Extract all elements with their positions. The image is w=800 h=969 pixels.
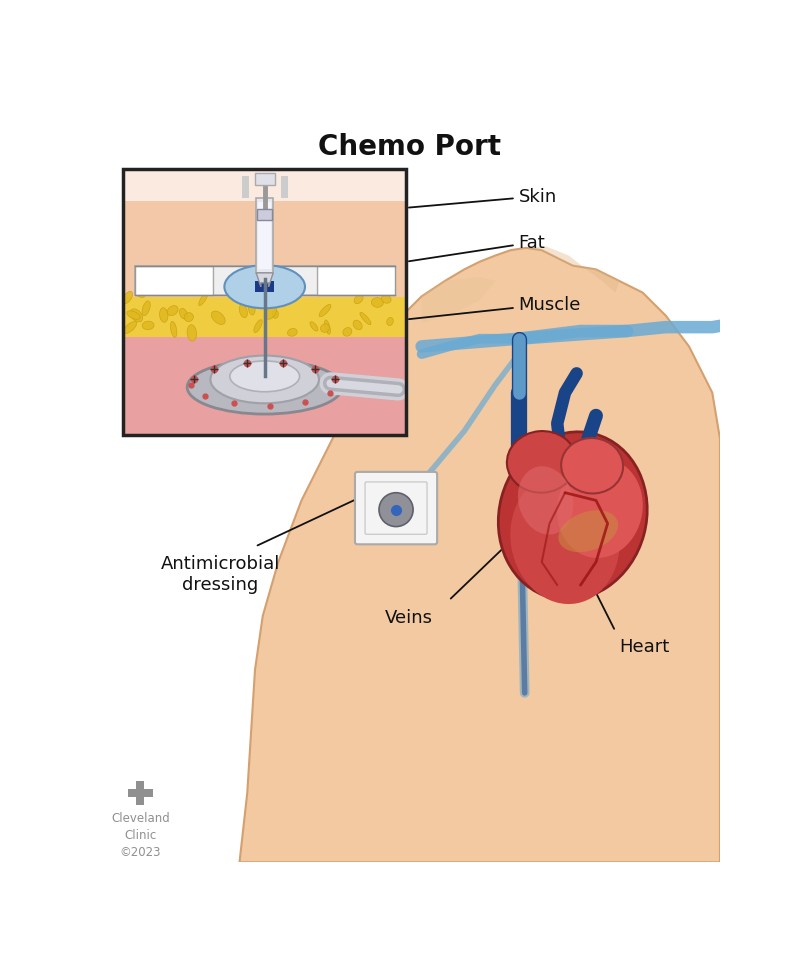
Ellipse shape	[561, 439, 623, 494]
Bar	[123, 171, 406, 297]
Text: Chemo Port: Chemo Port	[318, 133, 502, 161]
Ellipse shape	[211, 312, 225, 326]
Bar	[257, 210, 273, 221]
Ellipse shape	[257, 296, 265, 305]
Ellipse shape	[224, 266, 305, 309]
Ellipse shape	[510, 474, 620, 605]
Bar	[123, 329, 406, 435]
Bar	[128, 790, 153, 797]
Bar	[123, 171, 406, 435]
Bar	[123, 171, 406, 435]
Ellipse shape	[239, 305, 247, 319]
Bar	[123, 293, 406, 337]
Ellipse shape	[134, 292, 145, 298]
Text: Veins: Veins	[386, 609, 434, 627]
Text: Port: Port	[122, 421, 168, 439]
Ellipse shape	[558, 511, 618, 552]
Ellipse shape	[272, 311, 278, 319]
Ellipse shape	[274, 297, 282, 304]
Bar	[258, 203, 271, 269]
Bar	[256, 199, 274, 273]
Ellipse shape	[198, 293, 208, 306]
Ellipse shape	[319, 305, 331, 318]
Ellipse shape	[167, 306, 178, 316]
Ellipse shape	[354, 296, 363, 304]
Ellipse shape	[170, 322, 177, 338]
Ellipse shape	[353, 321, 362, 330]
Bar	[254, 174, 274, 185]
Ellipse shape	[210, 357, 319, 404]
Ellipse shape	[122, 292, 133, 304]
Polygon shape	[530, 247, 619, 294]
Polygon shape	[239, 249, 720, 862]
Ellipse shape	[287, 329, 298, 337]
Ellipse shape	[187, 326, 197, 342]
Ellipse shape	[159, 308, 168, 323]
Ellipse shape	[127, 311, 140, 320]
Bar	[213, 267, 317, 297]
Polygon shape	[256, 273, 274, 288]
Text: Muscle: Muscle	[409, 296, 581, 320]
Bar	[135, 267, 213, 297]
Ellipse shape	[248, 302, 255, 316]
Text: Heart: Heart	[619, 638, 670, 656]
Ellipse shape	[184, 313, 194, 323]
Ellipse shape	[142, 322, 154, 330]
Circle shape	[379, 493, 413, 527]
Ellipse shape	[187, 360, 342, 415]
Ellipse shape	[371, 298, 383, 308]
Ellipse shape	[382, 296, 391, 304]
Ellipse shape	[123, 322, 137, 334]
Text: Fat: Fat	[409, 234, 546, 262]
Text: Antimicrobial
dressing: Antimicrobial dressing	[161, 554, 280, 593]
Ellipse shape	[249, 292, 260, 301]
Bar	[137, 781, 144, 805]
Ellipse shape	[179, 309, 187, 320]
Ellipse shape	[386, 318, 394, 327]
Ellipse shape	[266, 306, 277, 320]
Text: Cleveland
Clinic
©2023: Cleveland Clinic ©2023	[111, 812, 170, 859]
Polygon shape	[422, 278, 495, 324]
Bar	[123, 171, 406, 202]
Ellipse shape	[557, 458, 642, 558]
Ellipse shape	[360, 313, 371, 326]
Ellipse shape	[130, 309, 142, 323]
Ellipse shape	[321, 325, 330, 333]
Ellipse shape	[507, 431, 577, 493]
Ellipse shape	[343, 328, 352, 337]
Ellipse shape	[230, 361, 299, 392]
Text: Skin: Skin	[409, 188, 557, 208]
Ellipse shape	[310, 323, 318, 331]
Ellipse shape	[518, 467, 574, 535]
Bar	[255, 282, 274, 293]
FancyBboxPatch shape	[355, 473, 437, 545]
Ellipse shape	[254, 321, 262, 333]
Ellipse shape	[142, 301, 150, 316]
Bar	[317, 267, 394, 297]
Ellipse shape	[498, 432, 647, 600]
Ellipse shape	[325, 321, 330, 335]
Bar	[135, 267, 394, 297]
